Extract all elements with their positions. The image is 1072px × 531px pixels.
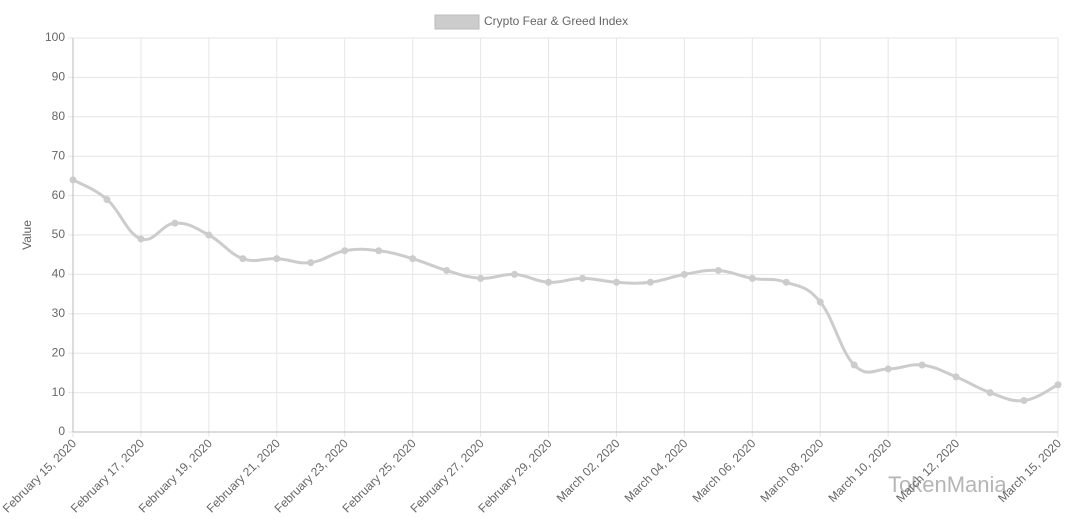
- legend-label: Crypto Fear & Greed Index: [484, 14, 628, 28]
- point: [341, 247, 349, 255]
- point: [103, 196, 111, 204]
- point: [578, 274, 586, 282]
- x-tick-label: March 15, 2020: [995, 436, 1064, 505]
- point: [646, 278, 654, 286]
- x-tick-label: February 21, 2020: [204, 436, 283, 515]
- y-tick-label: 30: [52, 306, 66, 320]
- point: [918, 361, 926, 369]
- point: [443, 266, 451, 274]
- point: [816, 298, 824, 306]
- x-tick-label: March 06, 2020: [690, 436, 759, 505]
- point: [1054, 381, 1062, 389]
- point: [986, 389, 994, 397]
- watermark: TokenMania: [888, 472, 1007, 497]
- y-tick-label: 0: [58, 424, 65, 438]
- y-tick-label: 20: [52, 345, 66, 359]
- legend-swatch: [434, 14, 480, 30]
- x-tick-label: March 08, 2020: [757, 436, 826, 505]
- point: [239, 255, 247, 263]
- point: [748, 274, 756, 282]
- y-tick-label: 100: [45, 30, 65, 44]
- point: [409, 255, 417, 263]
- point: [1020, 396, 1028, 404]
- point: [307, 259, 315, 267]
- point: [511, 270, 519, 278]
- y-tick-label: 80: [52, 109, 66, 123]
- point: [137, 235, 145, 243]
- point: [952, 373, 960, 381]
- point: [375, 247, 383, 255]
- x-tick-label: February 25, 2020: [340, 436, 419, 515]
- point: [782, 278, 790, 286]
- point: [205, 231, 213, 239]
- point: [612, 278, 620, 286]
- y-tick-label: 10: [52, 385, 66, 399]
- point: [884, 365, 892, 373]
- point: [69, 176, 77, 184]
- x-tick-label: February 17, 2020: [68, 436, 147, 515]
- x-tick-label: March 10, 2020: [825, 436, 894, 505]
- x-tick-label: February 15, 2020: [0, 436, 79, 515]
- point: [171, 219, 179, 227]
- x-tick-label: March 02, 2020: [554, 436, 623, 505]
- y-tick-label: 40: [52, 267, 66, 281]
- point: [273, 255, 281, 263]
- point: [714, 266, 722, 274]
- y-tick-label: 70: [52, 148, 66, 162]
- x-tick-label: March 04, 2020: [622, 436, 691, 505]
- point: [477, 274, 485, 282]
- y-tick-label: 60: [52, 188, 66, 202]
- x-tick-label: February 27, 2020: [407, 436, 486, 515]
- point: [545, 278, 553, 286]
- y-axis-label: Value: [20, 220, 34, 250]
- y-tick-label: 90: [52, 70, 66, 84]
- y-tick-label: 50: [52, 227, 66, 241]
- line: [72, 178, 1059, 403]
- x-tick-label: February 29, 2020: [475, 436, 554, 515]
- point: [680, 270, 688, 278]
- x-tick-label: February 23, 2020: [272, 436, 351, 515]
- x-tick-label: February 19, 2020: [136, 436, 215, 515]
- point: [850, 361, 858, 369]
